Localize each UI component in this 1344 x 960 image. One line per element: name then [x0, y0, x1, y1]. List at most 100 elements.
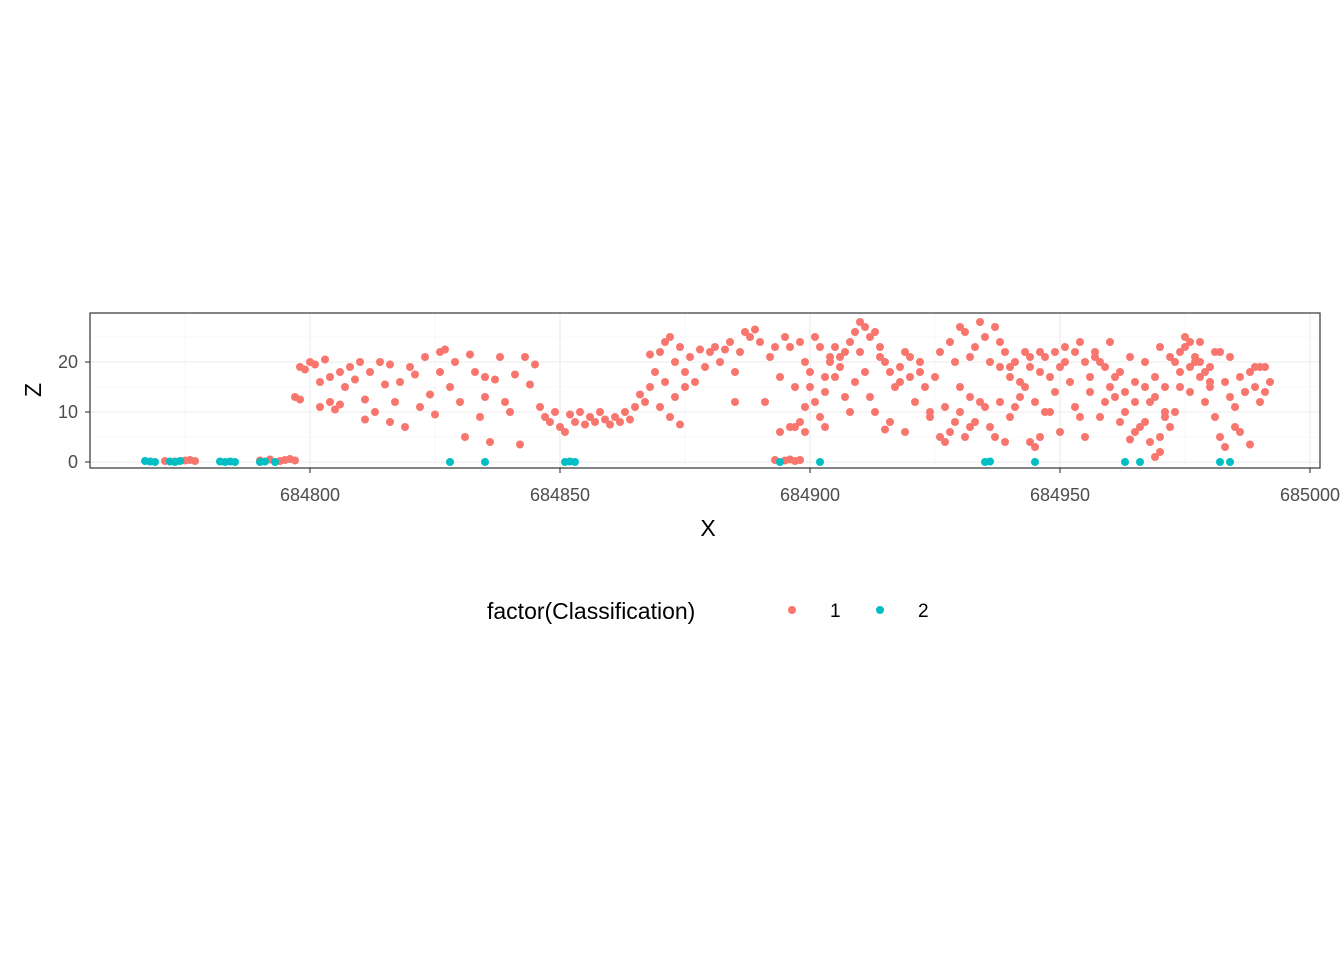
- point-series-1: [871, 328, 879, 336]
- point-series-1: [971, 343, 979, 351]
- point-series-1: [1006, 363, 1014, 371]
- point-series-1: [1241, 388, 1249, 396]
- point-series-2: [151, 458, 159, 466]
- point-series-1: [1131, 398, 1139, 406]
- point-series-1: [361, 395, 369, 404]
- point-series-1: [1071, 348, 1079, 356]
- point-series-1: [921, 383, 929, 391]
- point-series-1: [671, 358, 679, 366]
- point-series-1: [1131, 428, 1139, 436]
- point-series-1: [736, 348, 744, 356]
- point-series-1: [786, 423, 794, 431]
- point-series-1: [656, 403, 664, 411]
- point-series-1: [871, 408, 879, 416]
- point-series-1: [506, 408, 514, 416]
- y-tick-label: 0: [68, 452, 78, 472]
- point-series-1: [471, 368, 479, 376]
- point-series-1: [986, 423, 994, 431]
- point-series-1: [941, 438, 949, 446]
- point-series-1: [336, 368, 344, 376]
- point-series-1: [1156, 343, 1164, 351]
- point-series-1: [351, 375, 359, 384]
- point-series-1: [691, 378, 699, 386]
- point-series-1: [676, 420, 684, 429]
- point-series-1: [611, 413, 619, 421]
- point-series-1: [856, 348, 864, 356]
- point-series-1: [296, 395, 304, 404]
- point-series-1: [1106, 338, 1114, 346]
- point-series-1: [916, 368, 924, 376]
- point-series-2: [481, 458, 489, 466]
- point-series-1: [891, 383, 899, 391]
- point-series-1: [356, 358, 364, 366]
- point-series-1: [1246, 368, 1254, 376]
- point-series-1: [476, 413, 484, 421]
- point-series-1: [436, 368, 444, 376]
- point-series-1: [616, 418, 624, 426]
- point-series-1: [946, 338, 954, 346]
- point-series-1: [336, 400, 344, 409]
- point-series-1: [991, 433, 999, 441]
- point-series-1: [1201, 368, 1209, 376]
- point-series-1: [721, 345, 729, 354]
- point-series-2: [986, 457, 994, 466]
- point-series-1: [821, 373, 829, 381]
- point-series-1: [1121, 388, 1129, 396]
- point-series-1: [1056, 428, 1064, 436]
- point-series-1: [1206, 378, 1214, 386]
- point-series-1: [481, 393, 489, 401]
- point-series-1: [1171, 408, 1179, 416]
- point-series-1: [851, 328, 859, 336]
- point-series-1: [836, 363, 844, 371]
- point-series-1: [681, 383, 689, 391]
- point-series-1: [981, 403, 989, 411]
- point-series-1: [626, 415, 634, 424]
- point-series-2: [1216, 458, 1224, 466]
- point-series-1: [901, 428, 909, 436]
- point-series-1: [841, 393, 849, 401]
- point-series-1: [996, 338, 1004, 346]
- point-series-1: [1006, 413, 1014, 421]
- legend-key-2: [876, 606, 884, 614]
- point-series-1: [1011, 403, 1019, 411]
- point-series-1: [801, 358, 809, 366]
- point-series-1: [861, 323, 869, 331]
- point-series-1: [316, 378, 324, 386]
- point-series-1: [1211, 348, 1219, 356]
- point-series-1: [856, 318, 864, 326]
- point-series-1: [1061, 358, 1069, 366]
- point-series-1: [1001, 438, 1009, 446]
- point-series-1: [1031, 398, 1039, 406]
- x-axis: 684800 684850 684900 684950 685000: [280, 468, 1340, 505]
- point-series-1: [1001, 348, 1009, 356]
- x-tick-label: 684950: [1030, 485, 1090, 505]
- point-series-1: [426, 390, 434, 399]
- point-series-1: [1026, 353, 1034, 361]
- point-series-1: [796, 338, 804, 346]
- point-series-1: [1041, 408, 1049, 416]
- point-series-1: [466, 350, 474, 359]
- point-series-1: [1021, 348, 1029, 356]
- x-tick-label: 684900: [780, 485, 840, 505]
- point-series-1: [326, 373, 334, 381]
- point-series-1: [911, 398, 919, 406]
- point-series-1: [1201, 398, 1209, 406]
- point-series-1: [406, 363, 414, 371]
- point-series-1: [841, 348, 849, 356]
- point-series-1: [1021, 383, 1029, 391]
- point-series-1: [701, 363, 709, 371]
- point-series-1: [521, 353, 529, 361]
- point-series-1: [956, 383, 964, 391]
- point-series-1: [366, 368, 374, 376]
- point-series-1: [536, 403, 544, 411]
- point-series-1: [1101, 363, 1109, 371]
- point-series-1: [896, 363, 904, 371]
- point-series-1: [696, 345, 704, 354]
- point-series-1: [821, 388, 829, 396]
- point-series-1: [961, 433, 969, 441]
- point-series-1: [656, 348, 664, 356]
- point-series-1: [596, 408, 604, 416]
- point-series-1: [776, 373, 784, 381]
- point-series-2: [1031, 458, 1039, 466]
- point-series-1: [1166, 353, 1174, 361]
